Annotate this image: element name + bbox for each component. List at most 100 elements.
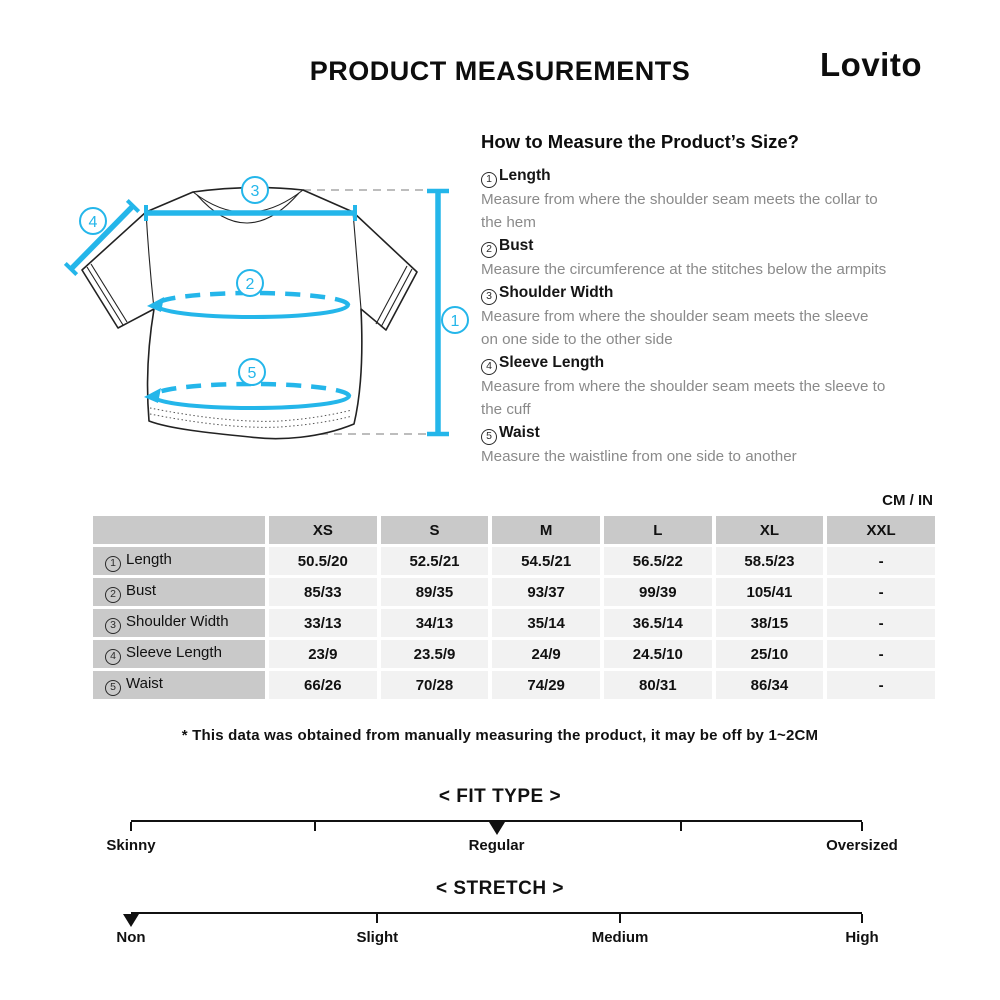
cell-value: 86/34 <box>715 671 824 699</box>
badge-shoulder-width: 3 <box>251 183 260 200</box>
stretch-tick <box>619 914 622 923</box>
circled-number: 5 <box>481 429 497 445</box>
size-header-l: L <box>603 516 712 544</box>
bust-ellipse <box>147 290 351 319</box>
fit-type-marker-icon <box>488 822 505 835</box>
circled-number: 1 <box>105 555 121 572</box>
sleeve-length-line <box>63 198 141 277</box>
circled-number: 3 <box>481 289 497 305</box>
table-row-bust: 2 Bust 85/33 89/35 93/37 99/39 105/41 - <box>93 578 935 606</box>
row-label: 1 Length <box>93 547 265 575</box>
stretch-tick <box>861 914 863 923</box>
disclaimer-note: * This data was obtained from manually m… <box>181 727 819 744</box>
size-header-xxl: XXL <box>827 516 935 544</box>
size-header-m: M <box>492 516 600 544</box>
row-label: 5 Waist <box>93 671 265 699</box>
how-to-item-label: Sleeve Length <box>499 354 605 371</box>
how-to-item-sleeve-length: 4 Sleeve Length Measure from where the sh… <box>481 351 936 421</box>
how-to-item-shoulder-width: 3 Shoulder Width Measure from where the s… <box>481 281 936 351</box>
how-to-section: How to Measure the Product’s Size? 1 Leng… <box>481 131 936 468</box>
cell-value: 24.5/10 <box>603 640 712 668</box>
diagram-badges: 1 2 3 4 5 <box>79 176 469 386</box>
cell-value: 66/26 <box>269 671 377 699</box>
circled-number: 3 <box>105 617 121 634</box>
how-to-item-waist: 5 Waist Measure the waistline from one si… <box>481 421 936 468</box>
cell-value: 25/10 <box>715 640 824 668</box>
cell-value: - <box>827 609 935 637</box>
shoulder-width-line <box>144 205 357 221</box>
page-title: PRODUCT MEASUREMENTS <box>309 56 691 86</box>
how-to-item-desc: Measure from where the shoulder seam mee… <box>481 308 869 348</box>
stretch-marker-icon <box>123 914 139 927</box>
how-to-item-desc: Measure the circumference at the stitche… <box>481 261 887 278</box>
cell-value: 58.5/23 <box>715 547 824 575</box>
how-to-item-desc: Measure the waistline from one side to a… <box>481 448 797 465</box>
fit-type-title: < FIT TYPE > <box>438 786 562 807</box>
fit-type-tick <box>130 822 132 831</box>
circled-number: 2 <box>105 586 121 603</box>
cell-value: 23/9 <box>269 640 377 668</box>
stretch-tick <box>376 914 379 923</box>
cell-value: - <box>827 671 935 699</box>
stretch-label-medium: Medium <box>591 929 649 946</box>
how-to-item-desc: Measure from where the shoulder seam mee… <box>481 378 886 418</box>
how-to-item-label: Length <box>499 167 551 184</box>
cell-value: 56.5/22 <box>603 547 712 575</box>
stretch-title: < STRETCH > <box>436 878 564 899</box>
length-line <box>427 188 449 437</box>
badge-sleeve-length: 4 <box>89 214 98 231</box>
how-to-heading: How to Measure the Product’s Size? <box>481 131 799 152</box>
cell-value: 36.5/14 <box>603 609 712 637</box>
cell-value: 34/13 <box>380 609 489 637</box>
how-to-item-label: Shoulder Width <box>499 284 614 301</box>
badge-bust: 2 <box>246 276 255 293</box>
fit-type-tick <box>679 822 682 831</box>
cell-value: 35/14 <box>492 609 600 637</box>
stretch-label-non: Non <box>116 929 146 946</box>
cell-value: 52.5/21 <box>380 547 489 575</box>
how-to-item-desc: Measure from where the shoulder seam mee… <box>481 191 878 231</box>
cell-value: - <box>827 547 935 575</box>
how-to-item-length: 1 Length Measure from where the shoulder … <box>481 164 936 234</box>
fit-type-label-oversized: Oversized <box>826 837 898 854</box>
cell-value: 80/31 <box>603 671 712 699</box>
cell-value: 38/15 <box>715 609 824 637</box>
size-header-blank <box>93 516 265 544</box>
circled-number: 2 <box>481 242 497 258</box>
fit-type-label-skinny: Skinny <box>106 837 156 854</box>
cell-value: - <box>827 578 935 606</box>
fit-type-scale: Skinny Regular Oversized <box>106 820 898 860</box>
cell-value: 85/33 <box>269 578 377 606</box>
circled-number: 4 <box>105 648 121 665</box>
stretch-scale: Non Slight Medium High <box>116 912 879 952</box>
badge-length: 1 <box>451 313 460 330</box>
cell-value: 89/35 <box>380 578 489 606</box>
fit-type-track <box>131 820 862 822</box>
brand-logo: Lovito <box>820 46 922 83</box>
tshirt-outline <box>81 186 418 440</box>
table-row-waist: 5 Waist 66/26 70/28 74/29 80/31 86/34 - <box>93 671 935 699</box>
cell-value: 74/29 <box>492 671 600 699</box>
cell-value: 33/13 <box>269 609 377 637</box>
cell-value: 24/9 <box>492 640 600 668</box>
size-header-s: S <box>380 516 489 544</box>
cell-value: 54.5/21 <box>492 547 600 575</box>
cell-value: 105/41 <box>715 578 824 606</box>
units-label: CM / IN <box>882 492 933 509</box>
cell-value: 50.5/20 <box>269 547 377 575</box>
how-to-item-label: Bust <box>499 237 534 254</box>
stretch-label-slight: Slight <box>356 929 399 946</box>
table-header-row: XS S M L XL XXL <box>93 516 935 544</box>
row-label: 2 Bust <box>93 578 265 606</box>
cell-value: - <box>827 640 935 668</box>
fit-type-tick <box>861 822 863 831</box>
stretch-track <box>131 912 862 914</box>
table-row-shoulder-width: 3 Shoulder Width 33/13 34/13 35/14 36.5/1… <box>93 609 935 637</box>
circled-number: 4 <box>481 359 497 375</box>
cell-value: 70/28 <box>380 671 489 699</box>
size-header-xl: XL <box>715 516 824 544</box>
table-row-length: 1 Length 50.5/20 52.5/21 54.5/21 56.5/22 … <box>93 547 935 575</box>
circled-number: 5 <box>105 679 121 696</box>
measurements-table: XS S M L XL XXL 1 Length 50.5/20 52.5/21 … <box>89 513 939 702</box>
